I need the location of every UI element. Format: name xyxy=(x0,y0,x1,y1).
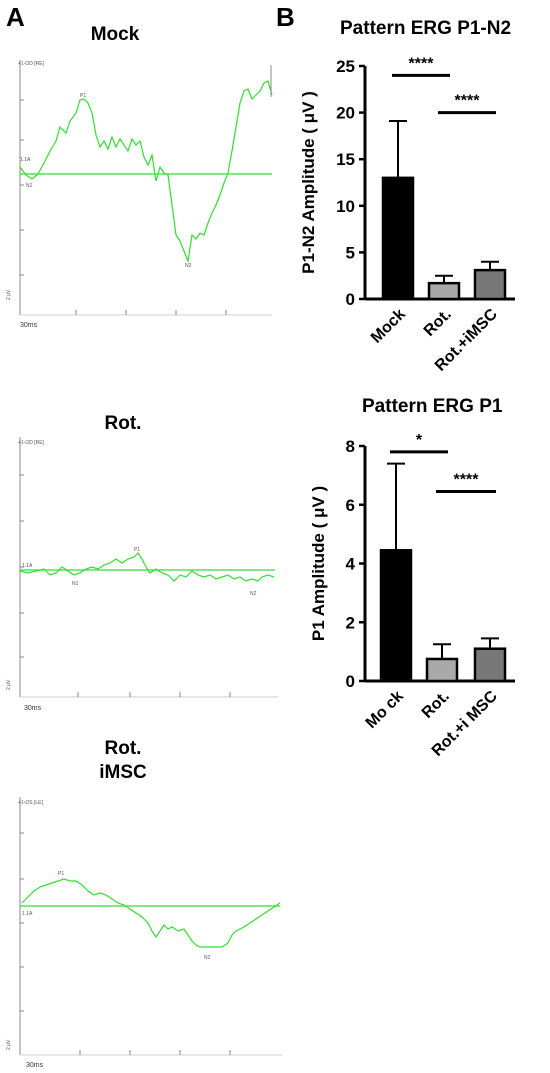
panel-label-b: B xyxy=(276,2,295,32)
y-axis-label: P1-N2 Amplitude ( μV ) xyxy=(299,91,318,274)
significance-label: **** xyxy=(455,93,481,110)
trace-grid xyxy=(19,797,282,1056)
trace-unit-label: 2 μV xyxy=(6,289,12,300)
peak-label-n2: N2 xyxy=(204,955,211,961)
y-tick-label: 2 xyxy=(346,613,355,632)
x-tick-label: Rot. xyxy=(419,688,453,722)
trace-cursor-label: +1-OD [RE] xyxy=(18,61,45,67)
bar-chart-p1n2: 0 5 10 15 20 25 P1-N2 Amplitude ( μV ) Mock Rot.… xyxy=(299,55,515,375)
bar-chart-title-p1n2: Pattern ERG P1-N2 xyxy=(340,18,512,39)
trace-time-label: 30ms xyxy=(24,705,42,712)
trace-grid xyxy=(19,437,278,698)
x-tick-label: Mock xyxy=(368,306,409,347)
trace-title-line2: iMSC xyxy=(99,762,147,783)
trace-unit-label: 2 μV xyxy=(6,1039,12,1050)
erg-trace-mock: +1-OD [RE] 1.1A 2 μV 30ms N1 P1 N2 xyxy=(6,60,273,329)
peak-label-n1: N1 xyxy=(72,581,79,587)
bar xyxy=(473,647,507,683)
y-tick-label: 0 xyxy=(346,290,355,309)
y-tick-label: 0 xyxy=(346,672,355,691)
trace-time-label: 30ms xyxy=(26,1062,44,1069)
significance-label: **** xyxy=(409,55,435,72)
trace-base-label: 1.1A xyxy=(22,563,33,569)
trace-waveform xyxy=(19,80,273,264)
trace-time-label: 30ms xyxy=(20,322,38,329)
trace-base-label: 1.1A xyxy=(20,157,31,163)
bar xyxy=(425,657,459,683)
erg-trace-rot-imsc: +1-OS [LE] 1.1A 2 μV 30ms P1 N2 xyxy=(6,797,282,1069)
significance-label: * xyxy=(416,432,423,449)
peak-label-p1: P1 xyxy=(80,93,86,99)
trace-title-rot: Rot. xyxy=(104,413,142,434)
bar xyxy=(427,281,461,301)
trace-cursor-label: +1-OD [RE] xyxy=(18,440,45,446)
trace-waveform xyxy=(21,878,281,948)
bar-chart-title-p1: Pattern ERG P1 xyxy=(362,396,503,417)
trace-unit-label: 2 μV xyxy=(6,679,12,690)
peak-label-p1: P1 xyxy=(58,871,64,877)
y-tick-label: 4 xyxy=(346,555,356,574)
peak-label-n2: N2 xyxy=(185,263,192,269)
trace-title-line1: Rot. xyxy=(104,738,142,759)
x-tick-label: Mo ck xyxy=(363,688,407,732)
trace-ticks xyxy=(20,99,227,315)
y-tick-label: 20 xyxy=(336,104,355,123)
y-tick-label: 10 xyxy=(336,197,355,216)
trace-grid xyxy=(19,60,272,316)
trace-ticks xyxy=(20,474,231,697)
y-axis-label: P1 Amplitude ( μV ) xyxy=(309,486,328,641)
panel-label-a: A xyxy=(6,2,25,32)
bar xyxy=(473,268,507,301)
trace-title-rot-imsc: Rot. iMSC xyxy=(68,737,178,785)
y-tick-label: 15 xyxy=(336,150,355,169)
peak-label-p1: P1 xyxy=(134,547,140,553)
peak-label-n1: N1 xyxy=(26,183,33,189)
bar xyxy=(381,176,415,301)
y-tick-label: 8 xyxy=(346,437,355,456)
y-tick-label: 5 xyxy=(346,243,355,262)
erg-trace-rot: +1-OD [RE] 1.1A 2 μV 30ms N1 P1 N2 xyxy=(6,437,278,712)
significance-label: **** xyxy=(454,472,480,489)
trace-cursor-label: +1-OS [LE] xyxy=(18,800,43,806)
trace-title-mock: Mock xyxy=(90,24,140,45)
trace-waveform xyxy=(19,552,275,582)
bar xyxy=(379,549,413,683)
y-tick-label: 25 xyxy=(336,57,355,76)
x-tick-label: Rot. xyxy=(421,306,455,340)
trace-ticks xyxy=(20,832,231,1055)
y-tick-label: 6 xyxy=(346,496,355,515)
trace-base-label: 1.1A xyxy=(22,911,33,917)
peak-label-n2: N2 xyxy=(250,591,257,597)
